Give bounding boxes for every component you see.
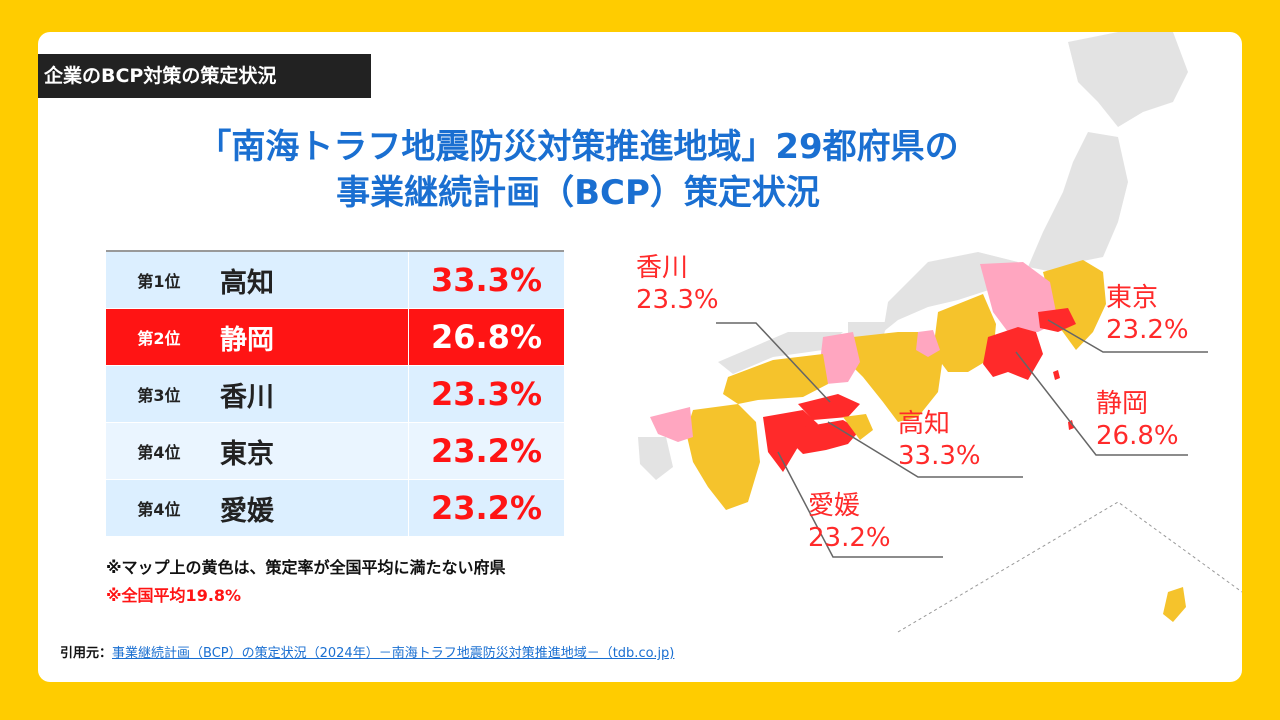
prefecture-cell: 愛媛: [212, 479, 409, 537]
ranking-table: 第1位 高知 33.3% 第2位 静岡 26.8% 第3位 香川 23.3% 第…: [106, 250, 564, 537]
map-chugoku-north: [718, 332, 843, 374]
callout-shizuoka: 静岡 26.8%: [1096, 388, 1179, 452]
prefecture-cell: 高知: [212, 250, 409, 309]
map-inset-border: [897, 501, 1242, 633]
callout-ehime-value: 23.2%: [808, 523, 891, 553]
callout-kagawa: 香川 23.3%: [636, 252, 719, 316]
map-kanto-yellow: [1043, 260, 1106, 350]
table-row: 第1位 高知 33.3%: [106, 250, 564, 309]
table-row: 第4位 東京 23.2%: [106, 422, 564, 480]
callout-kagawa-name: 香川: [636, 253, 689, 283]
value-cell: 26.8%: [408, 308, 564, 366]
source-label: 引用元：: [60, 646, 113, 661]
leader-ehime: [777, 451, 943, 558]
map-kyushu-grey: [638, 437, 673, 480]
value-cell: 33.3%: [408, 250, 564, 309]
rank-cell: 第4位: [106, 422, 212, 480]
page-title-line1: 「南海トラフ地震防災対策推進地域」29都府県の: [197, 127, 959, 167]
leader-shizuoka: [1015, 351, 1188, 456]
value-cell: 23.3%: [408, 365, 564, 423]
table-row: 第2位 静岡 26.8%: [106, 308, 564, 366]
map-kinki-pink: [916, 330, 940, 357]
prefecture-cell: 香川: [212, 365, 409, 423]
callout-kochi-value: 33.3%: [898, 441, 981, 471]
map-kagawa: [798, 394, 860, 420]
callout-ehime: 愛媛 23.2%: [808, 490, 891, 554]
map-ehime: [763, 410, 818, 472]
source-link[interactable]: 事業継続計画（BCP）の策定状況（2024年）－南海トラフ地震防災対策推進地域－…: [112, 646, 675, 661]
callout-kagawa-value: 23.3%: [636, 285, 719, 315]
prefecture-cell: 静岡: [212, 308, 409, 366]
value-cell: 23.2%: [408, 422, 564, 480]
map-chugoku-yellow: [723, 354, 828, 404]
callout-kochi-name: 高知: [898, 409, 951, 439]
rank-cell: 第1位: [106, 250, 212, 309]
leader-kochi: [827, 421, 1023, 478]
rank-cell: 第2位: [106, 308, 212, 366]
map-hokkaido: [1068, 32, 1188, 127]
map-kyushu-yellow: [686, 404, 760, 510]
note-average: ※全国平均19.8%: [106, 586, 242, 605]
map-kyushu-pink: [650, 407, 693, 442]
callout-tokyo-name: 東京: [1106, 283, 1159, 313]
table-row: 第3位 香川 23.3%: [106, 365, 564, 423]
prefecture-cell: 東京: [212, 422, 409, 480]
page-title-line2: 事業継続計画（BCP）策定状況: [336, 173, 820, 213]
callout-shizuoka-name: 静岡: [1096, 389, 1149, 419]
map-kochi: [793, 420, 860, 454]
map-okinawa: [1163, 587, 1186, 622]
map-tohoku: [1028, 132, 1128, 272]
map-tokyo: [1038, 308, 1076, 332]
rank-cell: 第4位: [106, 479, 212, 537]
map-kinki-yellow: [848, 332, 943, 422]
callout-tokyo: 東京 23.2%: [1106, 282, 1189, 346]
value-cell: 23.2%: [408, 479, 564, 537]
callout-shizuoka-value: 26.8%: [1096, 421, 1179, 451]
map-chubu-yellow: [933, 294, 996, 372]
leader-kagawa: [716, 322, 831, 403]
table-row: 第4位 愛媛 23.2%: [106, 479, 564, 537]
slide-card: 企業のBCP対策の策定状況 「南海トラフ地震防災対策推進地域」29都府県の 事業…: [38, 32, 1242, 682]
source-citation: 引用元：事業継続計画（BCP）の策定状況（2024年）－南海トラフ地震防災対策推…: [60, 642, 674, 661]
leader-tokyo: [1047, 319, 1208, 353]
callout-kochi: 高知 33.3%: [898, 408, 981, 472]
page-title: 「南海トラフ地震防災対策推進地域」29都府県の 事業継続計画（BCP）策定状況: [138, 124, 1018, 216]
callout-ehime-name: 愛媛: [808, 491, 861, 521]
map-izu-islands: [1053, 370, 1074, 430]
callout-tokyo-value: 23.2%: [1106, 315, 1189, 345]
section-tag: 企業のBCP対策の策定状況: [38, 54, 371, 98]
map-tokushima: [843, 414, 873, 440]
japan-map: [638, 32, 1242, 633]
note-yellow: ※マップ上の黄色は、策定率が全国平均に満たない府県: [106, 558, 506, 577]
rank-cell: 第3位: [106, 365, 212, 423]
map-chugoku-pink: [820, 332, 860, 384]
